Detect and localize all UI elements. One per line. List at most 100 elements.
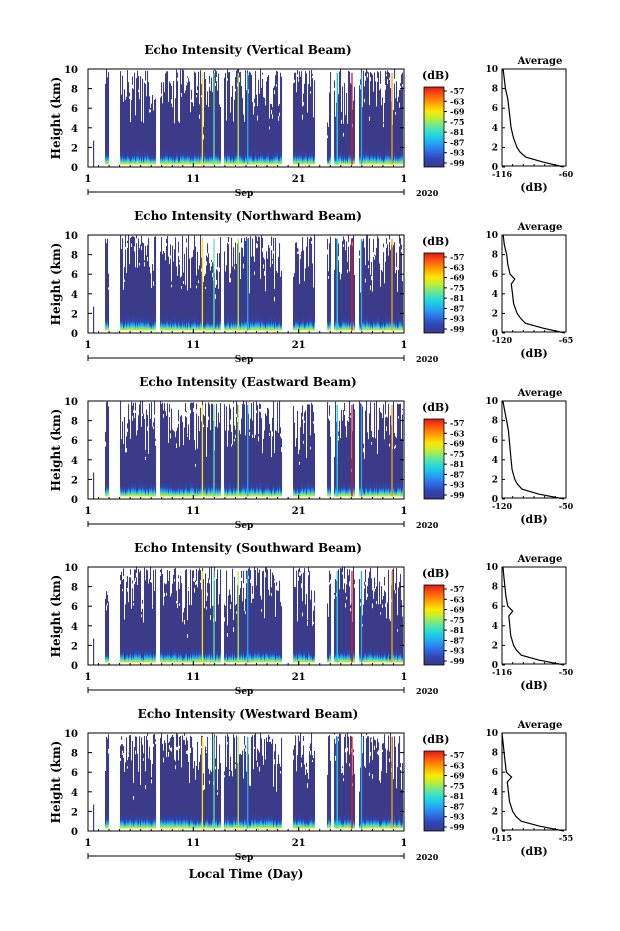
clear-air-speck: [387, 79, 389, 85]
echo-column: [257, 567, 259, 663]
clear-air-speck: [389, 77, 391, 80]
clear-air-speck: [301, 762, 303, 768]
profile-x-tick-label: -50: [559, 501, 574, 511]
echo-column: [136, 435, 138, 497]
x-tick-label: 1: [85, 506, 92, 517]
echo-column: [192, 747, 194, 829]
echo-column: [372, 291, 374, 331]
echo-column: [204, 72, 206, 165]
clear-air-speck: [200, 580, 202, 583]
clear-air-speck: [230, 277, 232, 283]
clear-air-speck: [370, 77, 372, 82]
clear-air-speck: [363, 448, 365, 453]
echo-column: [363, 443, 365, 497]
echo-column: [216, 71, 218, 165]
echo-column: [297, 70, 299, 165]
colorbar-tick-label: -57: [450, 86, 464, 96]
echo-column: [276, 70, 278, 165]
echo-column: [225, 72, 227, 165]
echo-column: [190, 112, 192, 165]
clear-air-speck: [347, 747, 349, 752]
clear-air-speck: [272, 114, 274, 119]
echo-column: [348, 417, 350, 497]
echo-spike: [391, 404, 393, 497]
echo-column: [146, 409, 148, 497]
echo-column: [148, 453, 150, 497]
echo-column: [205, 403, 207, 497]
echo-column: [243, 114, 245, 165]
echo-column: [295, 735, 297, 829]
echo-column: [328, 418, 330, 497]
echo-column: [108, 734, 110, 829]
echo-column: [400, 762, 402, 829]
clear-air-speck: [201, 95, 203, 98]
echo-column: [261, 87, 263, 165]
echo-column: [313, 755, 315, 829]
echo-column: [154, 401, 156, 497]
clear-air-speck: [206, 750, 208, 754]
echo-column: [179, 446, 181, 497]
echo-column: [218, 412, 220, 497]
clear-air-speck: [262, 247, 264, 252]
echo-column: [212, 92, 214, 165]
echo-column: [393, 109, 395, 165]
echo-column: [269, 118, 271, 165]
echo-column: [216, 269, 218, 331]
echo-column: [245, 70, 247, 165]
echo-column: [229, 404, 231, 497]
echo-column: [298, 454, 300, 497]
echo-column: [266, 81, 268, 165]
echo-column: [359, 401, 361, 497]
clear-air-speck: [256, 410, 258, 413]
echo-column: [154, 734, 156, 829]
echo-column: [398, 269, 400, 331]
echo-column: [147, 245, 149, 331]
echo-column: [347, 123, 349, 165]
echo-field: [93, 69, 404, 167]
echo-column: [241, 237, 243, 331]
clear-air-speck: [181, 286, 183, 289]
echo-column: [297, 621, 299, 663]
echo-column: [168, 742, 170, 829]
echo-column: [369, 105, 371, 165]
echo-column: [386, 618, 388, 663]
clear-air-speck: [136, 238, 138, 244]
profile-y-tick-label: 4: [492, 622, 498, 632]
clear-air-speck: [362, 624, 364, 627]
echo-column: [342, 241, 344, 331]
echo-column: [278, 754, 280, 829]
clear-air-speck: [201, 268, 203, 272]
echo-column: [312, 263, 314, 331]
echo-column: [378, 72, 380, 165]
echo-column: [217, 253, 219, 331]
echo-column: [280, 276, 282, 331]
clear-air-speck: [371, 738, 373, 743]
clear-air-speck: [216, 77, 218, 82]
echo-column: [227, 733, 229, 829]
echo-column: [201, 589, 203, 663]
clear-air-speck: [144, 262, 146, 267]
clear-air-speck: [252, 594, 254, 599]
echo-column: [259, 237, 261, 331]
echo-column: [147, 414, 149, 497]
profile-y-tick-label: 4: [492, 290, 498, 300]
echo-column: [184, 427, 186, 497]
echo-column: [135, 569, 137, 663]
echo-column: [145, 450, 147, 497]
colorbar-tick-label: -81: [450, 293, 464, 303]
echo-column: [233, 620, 235, 663]
echo-column: [327, 603, 329, 663]
echo-column: [217, 789, 219, 829]
echo-column: [363, 735, 365, 829]
echo-column: [252, 420, 254, 497]
echo-column: [180, 575, 182, 663]
profile-x-tick-label: -115: [492, 833, 512, 843]
echo-column: [260, 69, 262, 165]
echo-column: [132, 740, 134, 829]
echo-column: [269, 247, 271, 331]
echo-column: [302, 754, 304, 829]
echo-column: [143, 122, 145, 165]
echo-column: [167, 236, 169, 331]
echo-column: [127, 423, 129, 497]
echo-column: [121, 571, 123, 663]
